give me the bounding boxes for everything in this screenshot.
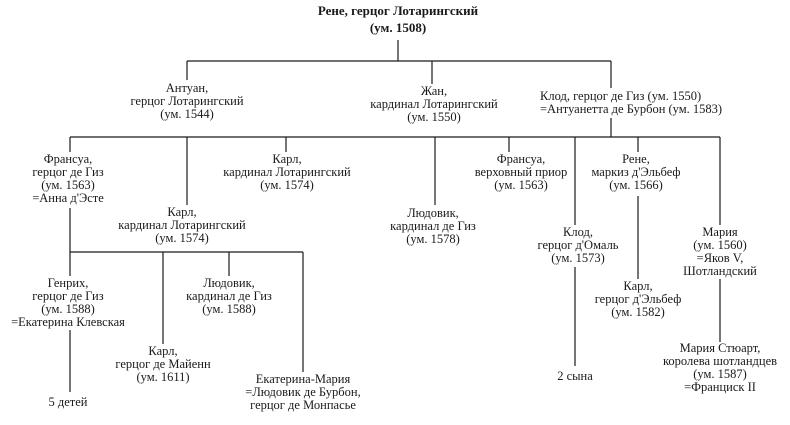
person-line: кардинал Лотарингский — [118, 218, 246, 232]
person-line: 5 детей — [48, 395, 88, 409]
person-line: кардинал Лотарингский — [223, 165, 351, 179]
person-line: герцог д'Омаль — [537, 238, 619, 252]
person-line: герцог Лотарингский — [130, 94, 244, 108]
person-line: Карл, — [623, 279, 653, 293]
person-line: (ум. 1550) — [407, 110, 461, 124]
person-jean: Жан, кардинал Лотарингский (ум. 1550) — [370, 85, 497, 124]
person-line: Шотландский — [683, 264, 757, 278]
person-louis1: Людовик, кардинал де Гиз (ум. 1578) — [390, 207, 476, 246]
person-line: =Людовик де Бурбон, — [245, 385, 361, 399]
person-line: верховный приор — [474, 165, 568, 179]
person-line: Жан, — [420, 84, 448, 98]
person-line: (ум. 1563) — [41, 178, 95, 192]
person-line: (ум. 1574) — [155, 231, 209, 245]
person-line: Клод, герцог де Гиз (ум. 1550) — [540, 89, 702, 103]
person-line: Франсуа, — [496, 152, 546, 166]
person-line: королева шотландцев — [662, 354, 778, 368]
person-line: Рене, герцог Лотарингский — [317, 3, 479, 18]
person-line: =Екатерина Клевская — [11, 315, 125, 329]
person-line: герцог де Майенн — [115, 357, 211, 371]
person-charles-b: Карл, кардинал Лотарингский (ум. 1574) — [223, 153, 350, 192]
person-line: =Антуанетта де Бурбон (ум. 1583) — [540, 102, 723, 116]
person-charles-a: Карл, кардинал Лотарингский (ум. 1574) — [118, 206, 245, 245]
person-line: Карл, — [148, 344, 178, 358]
person-line: (ум. 1587) — [693, 367, 747, 381]
person-line: (ум. 1582) — [611, 305, 665, 319]
person-line: Карл, — [167, 205, 197, 219]
person-charles-mayenne: Карл, герцог де Майенн (ум. 1611) — [115, 345, 210, 384]
person-line: маркиз д'Эльбеф — [591, 165, 681, 179]
person-line: кардинал де Гиз — [186, 289, 272, 303]
person-two-sons: 2 сына — [557, 370, 593, 383]
person-francois1: Франсуа, герцог де Гиз (ум. 1563) =Анна д'Э… — [32, 153, 104, 205]
person-claude: Клод, герцог де Гиз (ум. 1550) =Антуанетт… — [540, 90, 722, 116]
person-line: (ум. 1611) — [136, 370, 190, 384]
person-line: герцог де Гиз — [32, 165, 104, 179]
person-charles-elbeuf: Карл, герцог д'Эльбеф (ум. 1582) — [595, 280, 682, 319]
person-line: кардинал Лотарингский — [370, 97, 498, 111]
person-line: (ум. 1544) — [160, 107, 214, 121]
person-line: (ум. 1588) — [202, 302, 256, 316]
person-marie: Мария (ум. 1560) =Яков V, Шотландский — [683, 226, 757, 278]
person-mary-stuart: Мария Стюарт, королева шотландцев (ум. 158… — [663, 342, 777, 394]
person-line: кардинал де Гиз — [390, 219, 476, 233]
person-line: (ум. 1574) — [260, 178, 314, 192]
person-louis2: Людовик, кардинал де Гиз (ум. 1588) — [186, 277, 272, 316]
person-line: герцог де Монпасье — [250, 398, 356, 412]
person-line: (ум. 1566) — [609, 178, 663, 192]
person-line: =Анна д'Эсте — [32, 191, 104, 205]
person-line: Антуан, — [165, 81, 209, 95]
person-line: Рене, — [622, 152, 650, 166]
person-henri: Генрих, герцог де Гиз (ум. 1588) =Екатерина… — [11, 277, 125, 329]
person-line: Генрих, — [47, 276, 89, 290]
person-line: 2 сына — [557, 369, 593, 383]
person-catherine-marie: Екатерина-Мария =Людовик де Бурбон, герцог… — [245, 373, 360, 412]
person-line: герцог д'Эльбеф — [594, 292, 682, 306]
person-line: (ум. 1588) — [41, 302, 95, 316]
person-rene: Рене, герцог Лотарингский (ум. 1508) — [318, 2, 478, 36]
person-line: (ум. 1508) — [369, 20, 427, 35]
person-line: Клод, — [563, 225, 593, 239]
person-line: Людовик, — [203, 276, 255, 290]
person-line: (ум. 1560) — [693, 238, 747, 252]
person-line: Карл, — [272, 152, 302, 166]
person-line: (ум. 1563) — [494, 178, 548, 192]
person-line: Екатерина-Мария — [255, 372, 351, 386]
person-line: (ум. 1578) — [406, 232, 460, 246]
person-line: Мария Стюарт, — [679, 341, 761, 355]
person-francois-prior: Франсуа, верховный приор (ум. 1563) — [475, 153, 568, 192]
person-line: Франсуа, — [43, 152, 93, 166]
person-line: герцог де Гиз — [32, 289, 104, 303]
person-line: =Яков V, — [696, 251, 744, 265]
person-line: Мария — [702, 225, 738, 239]
person-claude-aumale: Клод, герцог д'Омаль (ум. 1573) — [537, 226, 618, 265]
person-line: =Франциск II — [684, 380, 756, 394]
person-line: Людовик, — [407, 206, 459, 220]
person-line: (ум. 1573) — [551, 251, 605, 265]
person-rene-elbeuf: Рене, маркиз д'Эльбеф (ум. 1566) — [591, 153, 680, 192]
person-five-children: 5 детей — [49, 396, 88, 409]
person-antoine: Антуан, герцог Лотарингский (ум. 1544) — [130, 82, 243, 121]
